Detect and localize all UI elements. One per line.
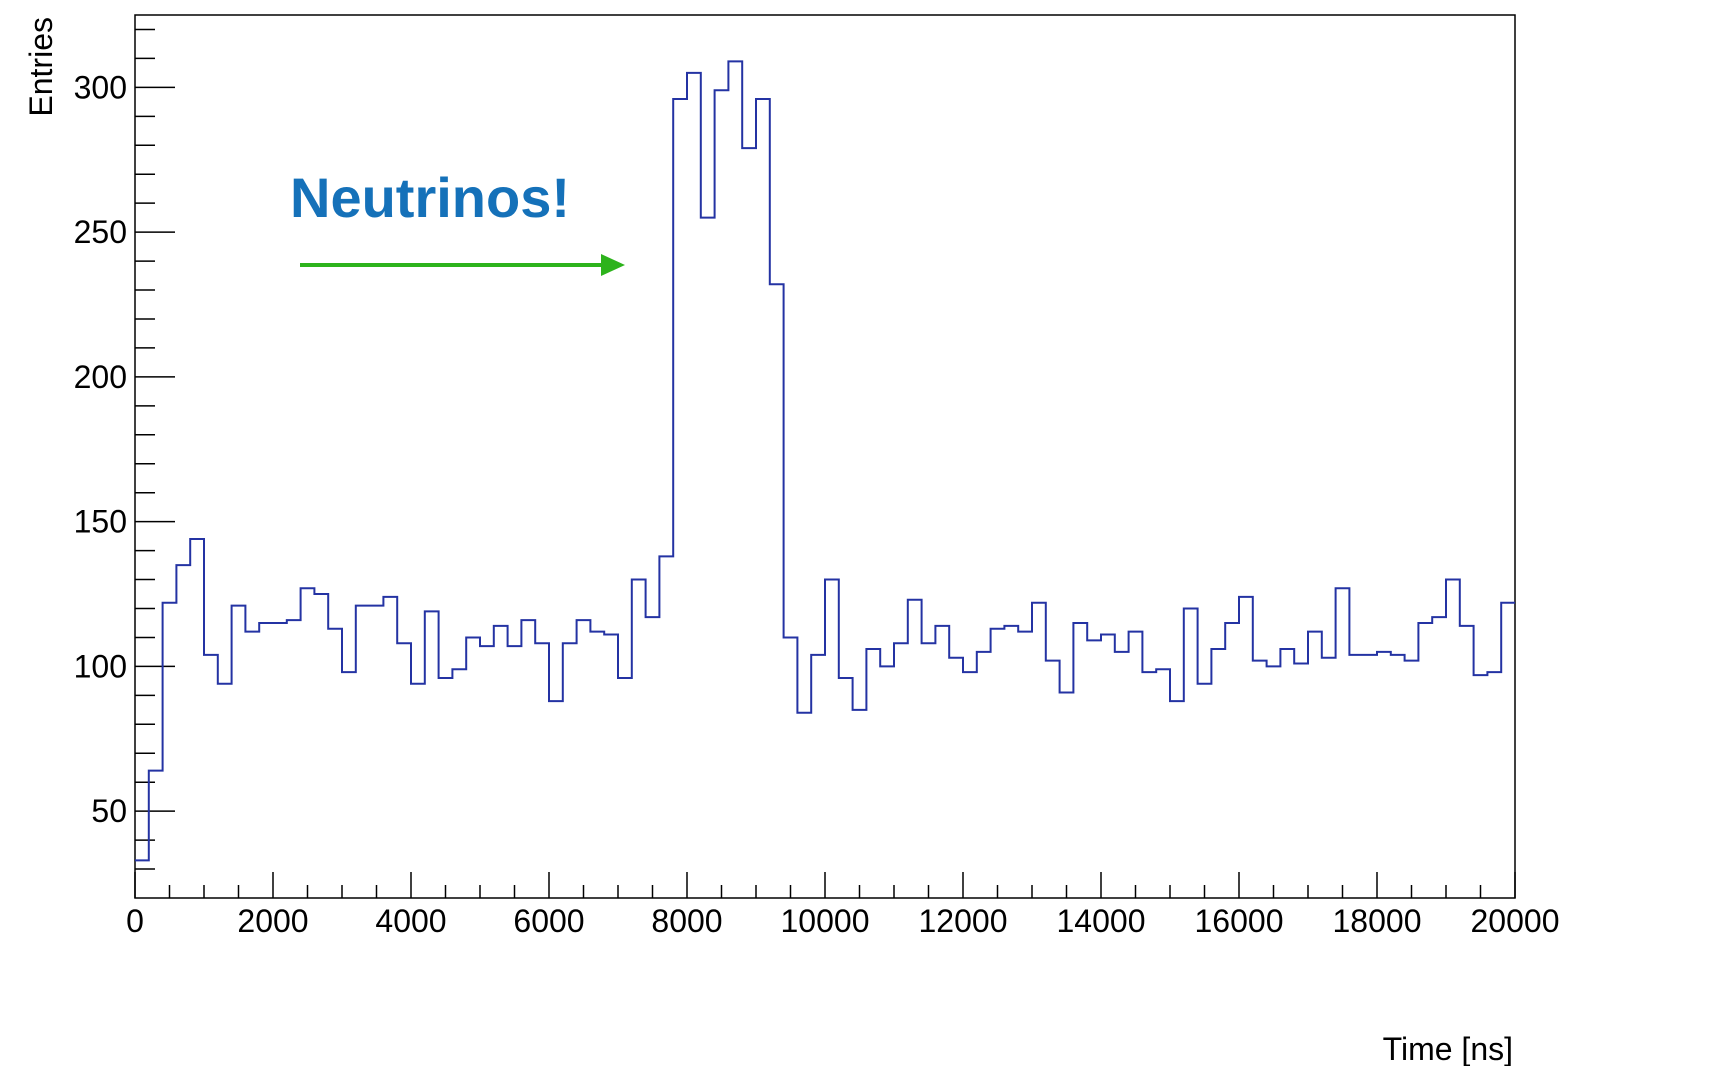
y-tick-label: 100 xyxy=(74,648,127,684)
x-tick-label: 4000 xyxy=(375,903,446,939)
x-tick-label: 20000 xyxy=(1471,903,1560,939)
annotation-label: Neutrinos! xyxy=(290,166,570,229)
x-axis-ticks xyxy=(134,872,1516,898)
x-axis-tick-labels: 0 2000 4000 6000 8000 10000 12000 14000 16000 180… xyxy=(126,903,1559,939)
y-tick-label: 250 xyxy=(74,214,127,250)
x-tick-label: 18000 xyxy=(1333,903,1422,939)
x-tick-label: 8000 xyxy=(651,903,722,939)
y-tick-label: 300 xyxy=(74,69,127,105)
x-tick-label: 10000 xyxy=(781,903,870,939)
y-axis-title: Entries xyxy=(23,17,59,117)
y-tick-label: 150 xyxy=(74,504,127,540)
histogram-series-line xyxy=(135,60,1515,862)
x-tick-label: 16000 xyxy=(1195,903,1284,939)
annotation-arrow-head xyxy=(601,254,625,276)
plot-frame xyxy=(134,14,1516,899)
x-tick-label: 14000 xyxy=(1057,903,1146,939)
y-axis-tick-labels: 50 100 150 200 250 300 xyxy=(74,69,127,829)
x-axis-title: Time [ns] xyxy=(1383,1031,1513,1066)
annotation-arrow xyxy=(300,254,625,276)
y-axis-ticks xyxy=(135,28,175,870)
y-tick-label: 50 xyxy=(91,793,127,829)
x-tick-label: 6000 xyxy=(513,903,584,939)
y-tick-label: 200 xyxy=(74,359,127,395)
x-tick-label: 12000 xyxy=(919,903,1008,939)
x-tick-label: 0 xyxy=(126,903,144,939)
x-tick-label: 2000 xyxy=(237,903,308,939)
